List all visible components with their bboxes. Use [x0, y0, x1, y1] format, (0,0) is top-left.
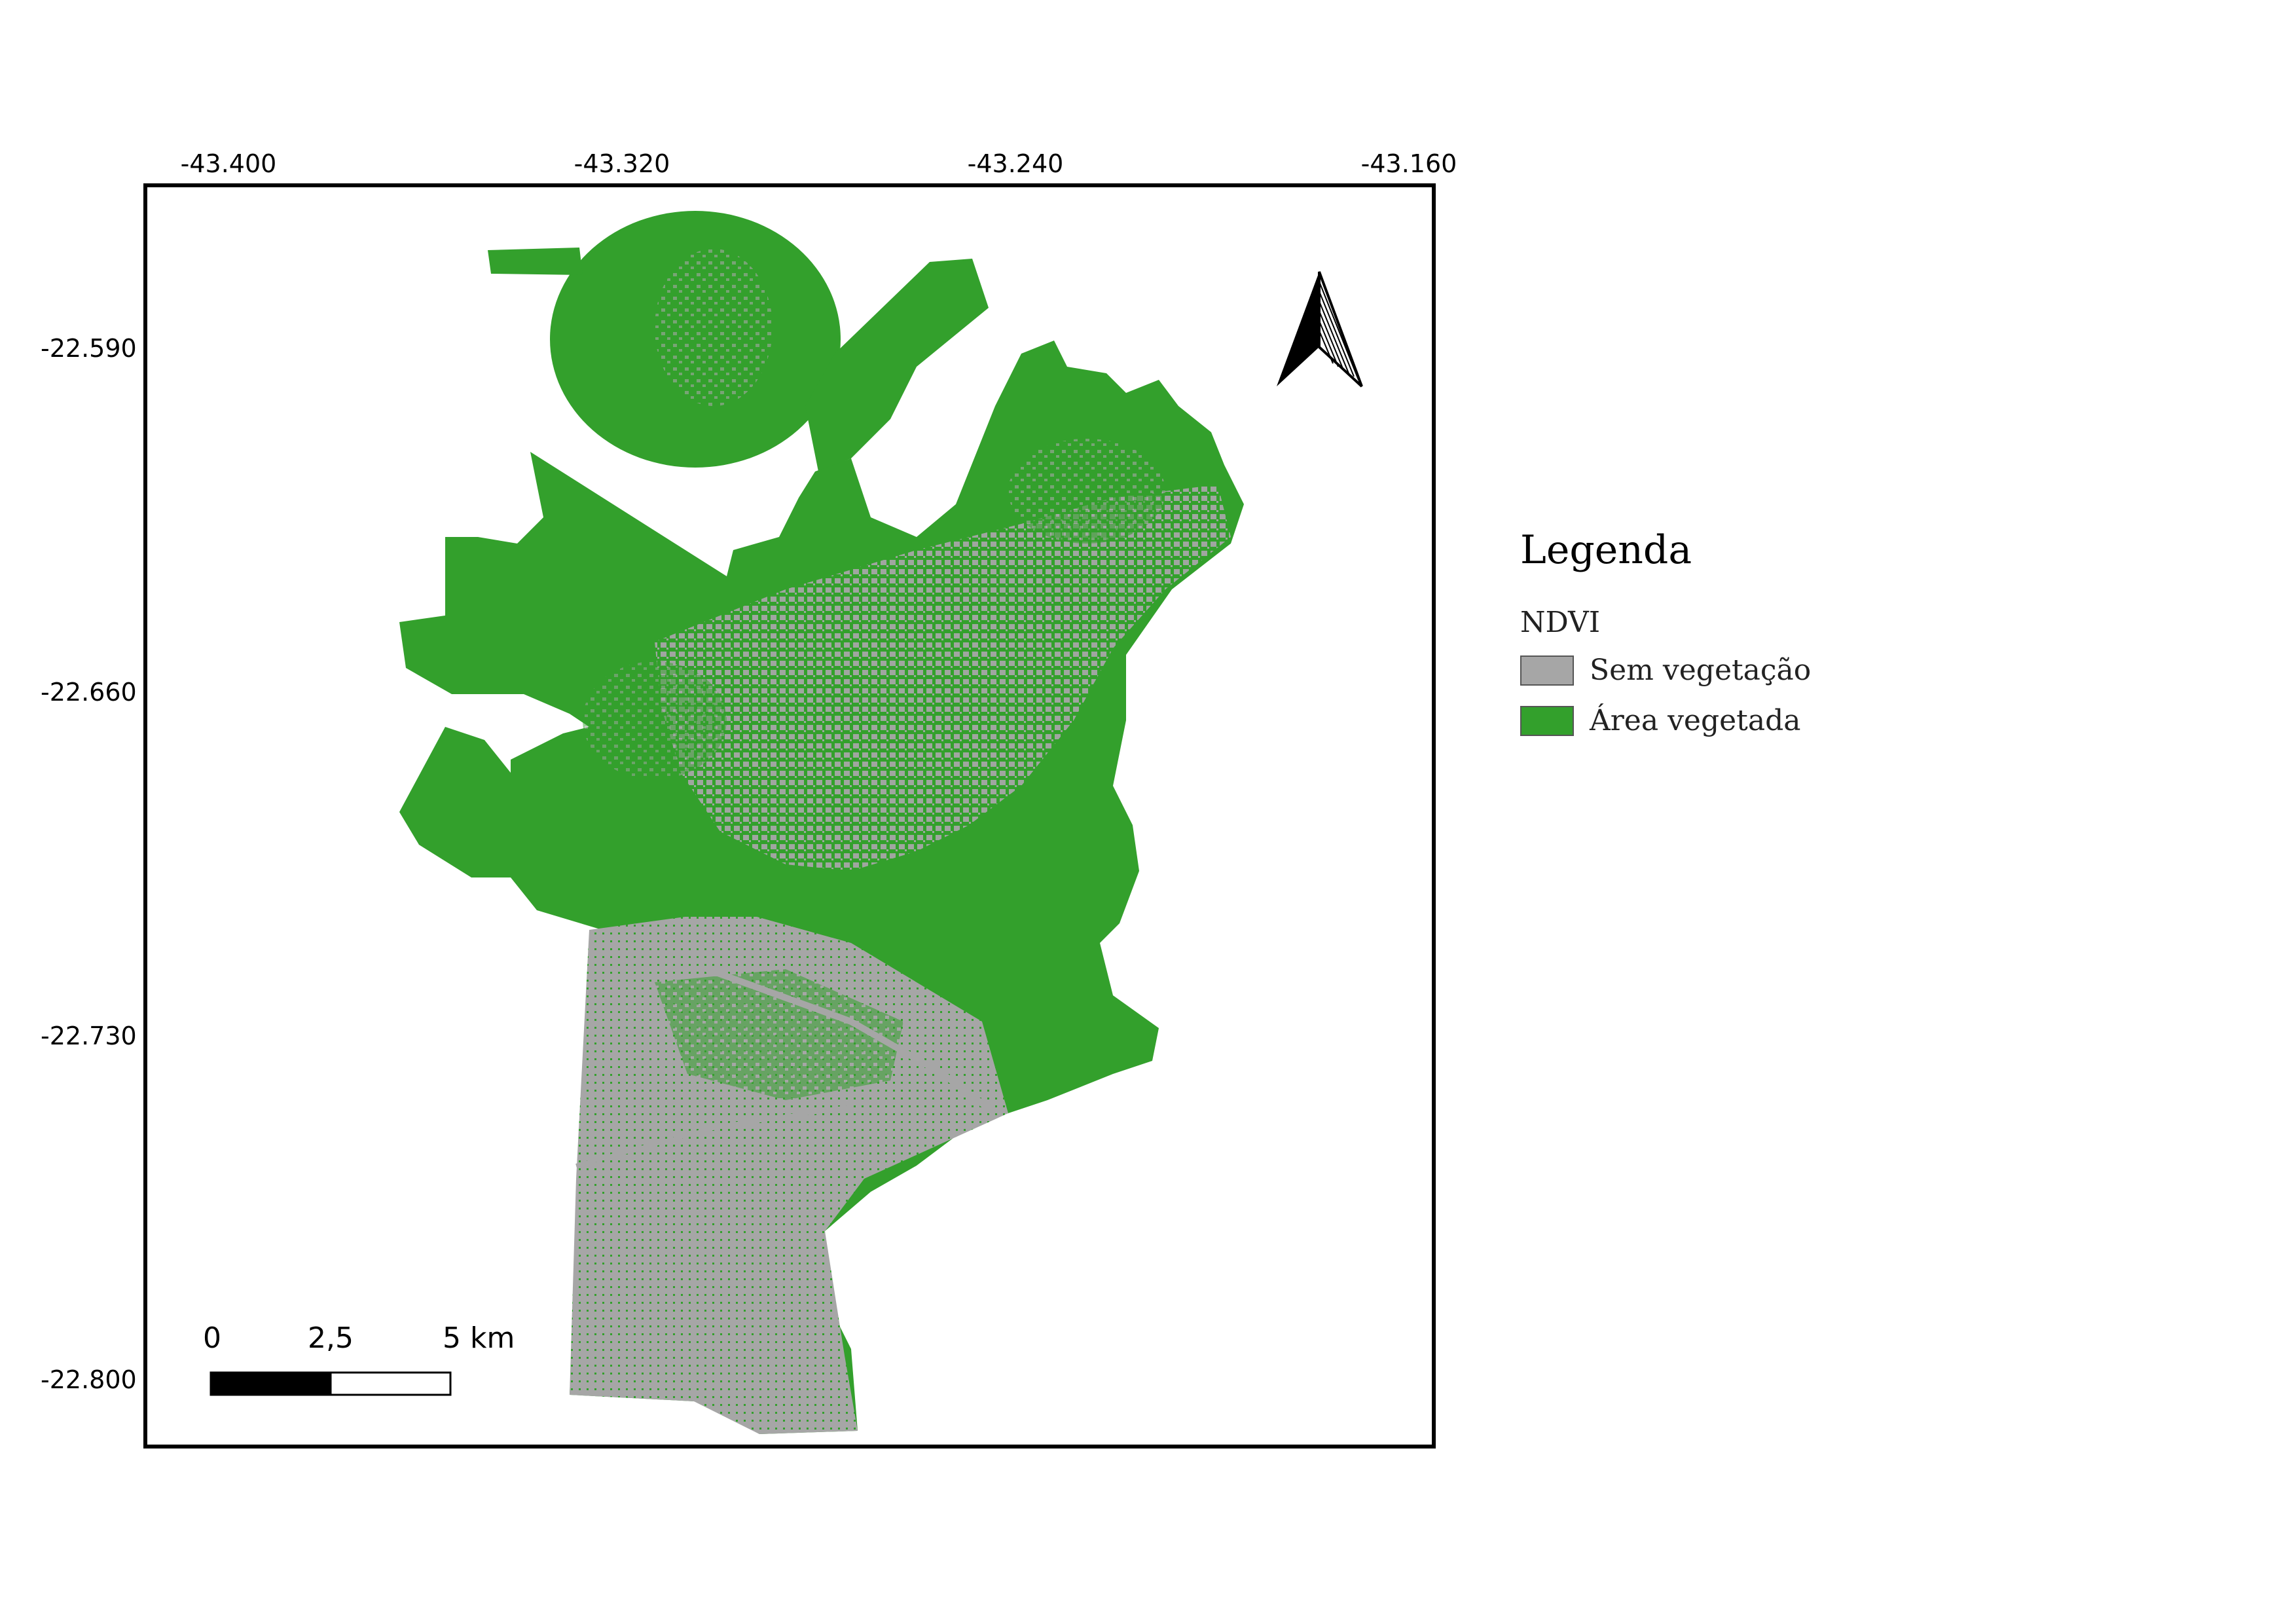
legend-label: Sem vegetação	[1590, 654, 1812, 687]
northwest-strip	[488, 248, 583, 275]
lat-tick-label: -22.730	[41, 1022, 137, 1050]
lon-tick-label: -43.400	[180, 149, 277, 178]
legend-label: Área vegetada	[1590, 704, 1801, 737]
legend-layer-name: NDVI	[1520, 606, 1601, 639]
non-vegetated-area-region	[570, 249, 1231, 1434]
legend-title: Legenda	[1520, 527, 1692, 573]
scale-label-mid: 2,5	[308, 1321, 354, 1355]
legend-item-area-vegetada: Área vegetada	[1520, 704, 1800, 737]
lon-tick-label: -43.320	[574, 149, 670, 178]
scale-label-end: 5 km	[443, 1321, 515, 1355]
southern-urban-patch	[570, 917, 1008, 1434]
scale-bar-filled-segment	[210, 1371, 332, 1396]
southern-mixed-patch	[655, 969, 903, 1100]
highway-line	[706, 966, 997, 1116]
lon-tick-label: -43.240	[967, 149, 1064, 178]
legend-item-sem-vegetacao: Sem vegetação	[1520, 654, 1811, 687]
lon-tick-label: -43.160	[1360, 149, 1457, 178]
northeast-arm	[805, 259, 989, 471]
lat-tick-label: -22.660	[41, 678, 137, 707]
north-arrow-icon	[1277, 271, 1363, 388]
west-mixed-patch	[583, 661, 727, 779]
central-urban-patch	[655, 485, 1231, 871]
lat-tick-label: -22.800	[41, 1365, 137, 1394]
legend-swatch-green	[1520, 705, 1574, 736]
scale-bar	[210, 1371, 452, 1396]
scale-bar-empty-segment	[329, 1371, 452, 1396]
northeast-mixed-patch	[1008, 439, 1165, 544]
road-line	[575, 1105, 852, 1168]
legend-swatch-gray	[1520, 655, 1574, 686]
lat-tick-label: -22.590	[41, 334, 137, 363]
circle-urban-core	[655, 249, 773, 406]
scale-label-start: 0	[203, 1321, 221, 1355]
